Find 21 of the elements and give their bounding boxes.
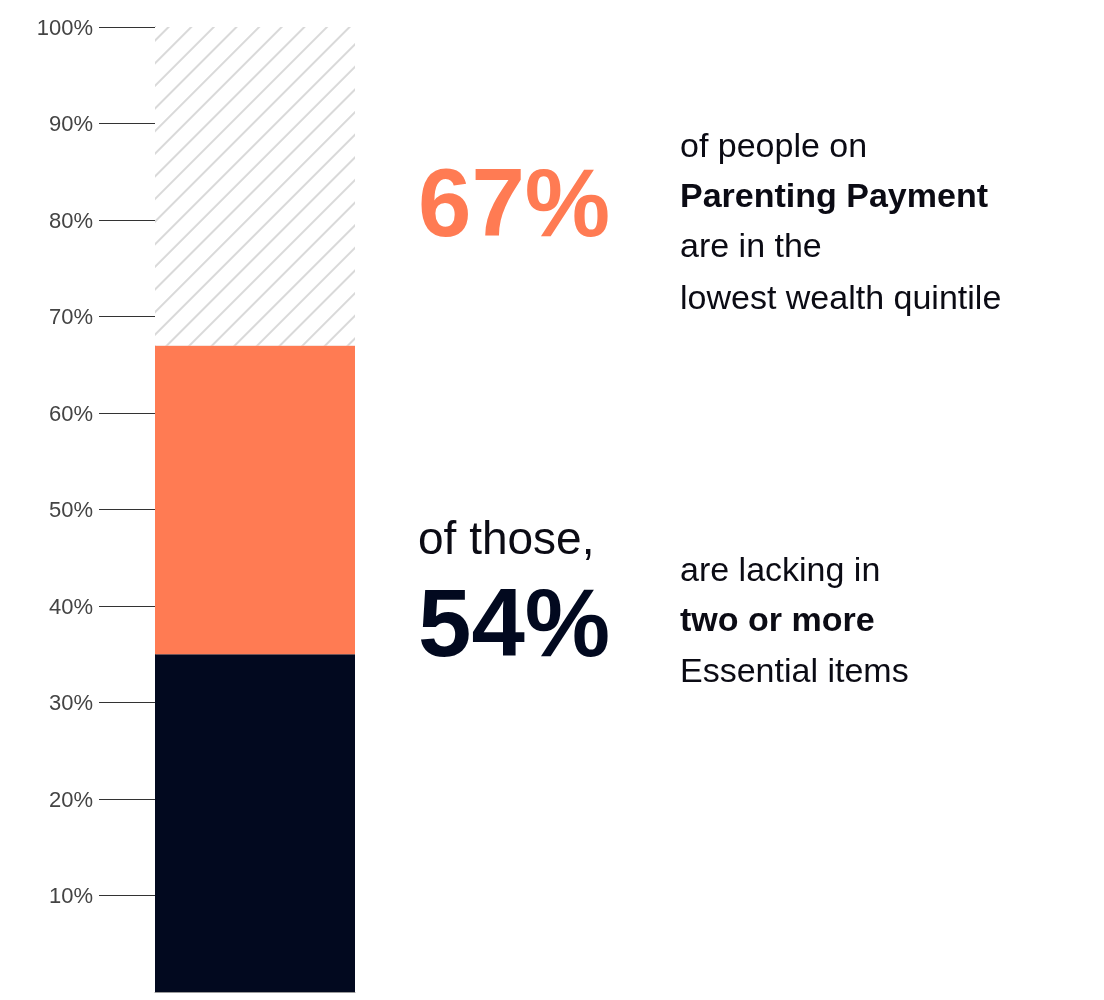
text: are lacking in <box>680 549 881 588</box>
text: 54% <box>418 568 611 676</box>
text: are in the <box>680 225 822 264</box>
text: lowest wealth quintile <box>680 277 1002 316</box>
text: 67% <box>418 148 611 256</box>
bar <box>155 345 355 655</box>
y-tick-label: 100% <box>36 14 93 40</box>
y-tick-label: 50% <box>48 497 93 522</box>
text: of people on <box>680 125 868 164</box>
text: Essential items <box>680 650 909 689</box>
text: of those, <box>418 512 595 565</box>
y-tick-label: 70% <box>48 304 93 329</box>
y-tick-label: 30% <box>48 690 93 715</box>
y-tick-label: 10% <box>48 883 93 908</box>
y-tick-label: 80% <box>48 207 93 233</box>
y-tick-label: 60% <box>48 400 93 426</box>
text: two or more <box>680 599 875 638</box>
y-tick-label: 90% <box>48 111 93 136</box>
text: Parenting Payment <box>680 175 988 214</box>
y-tick-label: 20% <box>48 786 93 812</box>
y-tick-label: 40% <box>48 593 93 619</box>
